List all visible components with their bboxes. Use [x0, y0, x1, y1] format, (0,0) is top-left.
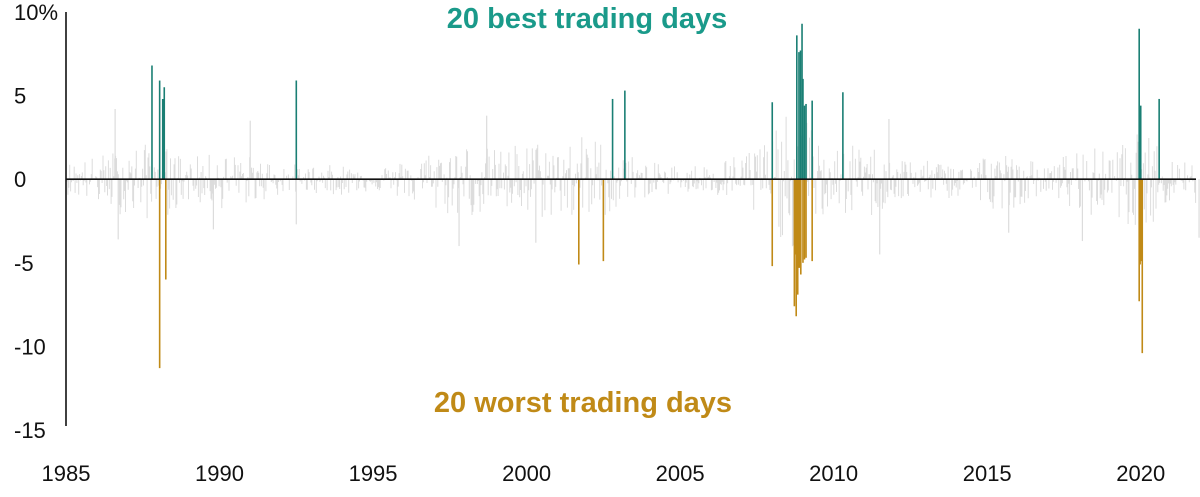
best-days-annotation: 20 best trading days: [447, 3, 727, 35]
extreme-days-bars: [151, 23, 1160, 369]
x-tick-label: 2005: [656, 461, 705, 486]
x-tick-label: 2000: [502, 461, 551, 486]
x-tick-label: 1995: [349, 461, 398, 486]
daily-returns-background: [66, 108, 1200, 255]
y-axis-tick-labels: 10% 5 0 -5 -10 -15: [14, 0, 58, 443]
x-tick-label: 2020: [1116, 461, 1165, 486]
y-tick-label: -15: [14, 418, 46, 443]
y-tick-label: 5: [14, 84, 26, 109]
x-tick-label: 2015: [963, 461, 1012, 486]
y-tick-label: -10: [14, 334, 46, 359]
x-tick-label: 1990: [195, 461, 244, 486]
worst-days-annotation: 20 worst trading days: [434, 387, 732, 419]
background-returns-path: [66, 116, 1197, 247]
y-tick-label: 0: [14, 167, 26, 192]
y-tick-label: -5: [14, 251, 34, 276]
x-tick-label: 1985: [42, 461, 91, 486]
y-tick-label: 10%: [14, 0, 58, 25]
x-tick-label: 2010: [809, 461, 858, 486]
x-axis-tick-labels: 1985 1990 1995 2000 2005 2010 2015 2020: [42, 461, 1166, 486]
